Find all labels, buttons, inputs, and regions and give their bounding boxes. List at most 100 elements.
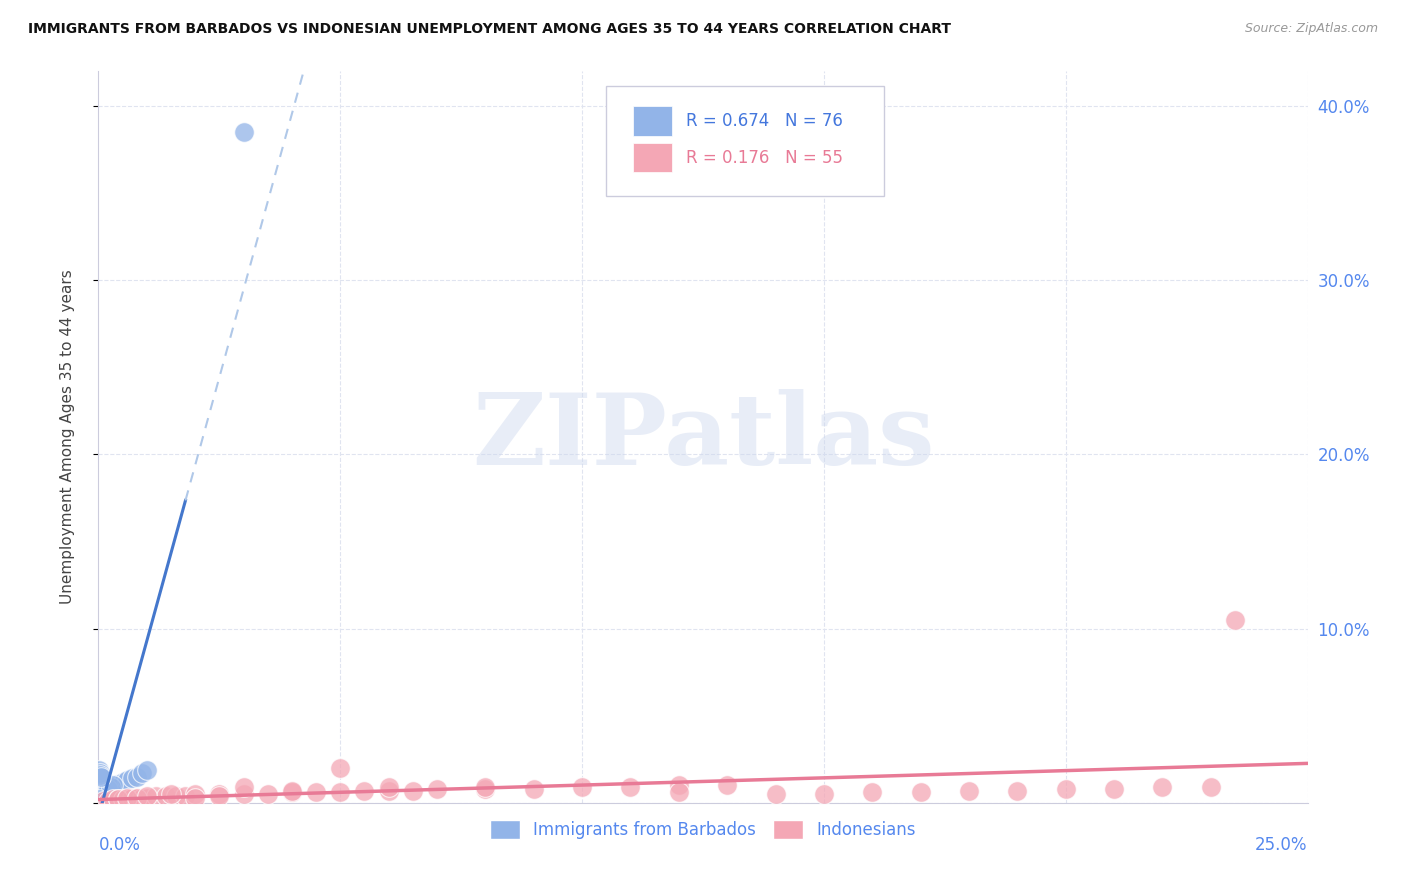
Text: ZIPatlas: ZIPatlas [472,389,934,485]
Text: R = 0.176   N = 55: R = 0.176 N = 55 [686,149,844,167]
Point [232,125,254,139]
Point [111,775,134,789]
Point [90,787,112,801]
Text: Source: ZipAtlas.com: Source: ZipAtlas.com [1244,22,1378,36]
Point [111,792,134,806]
Point [91,792,114,806]
Point [165,789,187,803]
Point [89,794,111,808]
Legend: Immigrants from Barbados, Indonesians: Immigrants from Barbados, Indonesians [484,814,922,846]
Point [131,766,153,780]
Point [281,783,304,797]
Point [668,785,690,799]
Point [145,789,167,803]
Point [1152,780,1174,794]
Point [91,792,114,806]
Point [90,770,112,784]
Point [426,781,449,796]
Point [160,787,183,801]
Point [232,787,254,801]
Point [91,787,114,801]
Point [89,763,111,777]
Point [121,772,143,786]
Point [91,794,114,808]
Point [329,761,352,775]
Point [107,792,129,806]
Point [89,794,111,808]
Point [87,794,110,808]
Text: IMMIGRANTS FROM BARBADOS VS INDONESIAN UNEMPLOYMENT AMONG AGES 35 TO 44 YEARS CO: IMMIGRANTS FROM BARBADOS VS INDONESIAN U… [28,22,950,37]
Point [957,783,980,797]
Point [90,789,112,803]
Point [184,787,207,801]
Point [117,773,139,788]
Point [100,780,122,794]
Point [96,783,118,797]
Point [89,794,111,808]
Point [93,785,115,799]
Point [93,790,115,805]
Point [90,792,112,806]
Point [89,794,111,808]
Point [155,789,177,803]
Point [127,790,149,805]
Point [91,785,114,799]
Point [353,783,375,797]
Point [104,778,127,792]
Point [97,794,120,808]
Point [93,785,115,799]
Point [90,794,112,808]
Point [87,794,110,808]
Point [91,792,114,806]
Point [474,781,496,796]
Point [377,780,399,794]
Point [89,794,111,808]
Point [90,794,112,808]
Point [94,783,117,797]
Point [1199,780,1222,794]
Text: 0.0%: 0.0% [98,836,141,854]
Point [107,777,129,791]
Point [668,778,690,792]
Point [89,789,111,803]
Point [90,789,112,803]
Point [89,768,111,782]
Point [232,780,254,794]
Bar [633,106,672,136]
Point [1223,613,1246,627]
Point [89,790,111,805]
Point [813,787,835,801]
Point [101,792,124,806]
Point [208,789,231,803]
Point [94,790,117,805]
Point [474,780,496,794]
Point [184,790,207,805]
Point [101,780,124,794]
Point [90,794,112,808]
Point [1007,783,1029,797]
Point [910,785,932,799]
Point [127,790,149,805]
Point [100,780,122,794]
Point [93,790,115,805]
Point [135,763,157,777]
Point [90,792,112,806]
Point [101,778,124,792]
Point [96,783,118,797]
Point [174,789,197,803]
Point [89,790,111,805]
Point [97,781,120,796]
Point [90,794,112,808]
Point [571,780,593,794]
Point [89,792,111,806]
Point [1054,781,1077,796]
Point [90,787,112,801]
Point [208,787,231,801]
Point [90,787,112,801]
Point [127,770,149,784]
Point [281,785,304,799]
Text: R = 0.674   N = 76: R = 0.674 N = 76 [686,112,844,130]
Point [89,794,111,808]
Point [89,792,111,806]
Point [329,785,352,799]
